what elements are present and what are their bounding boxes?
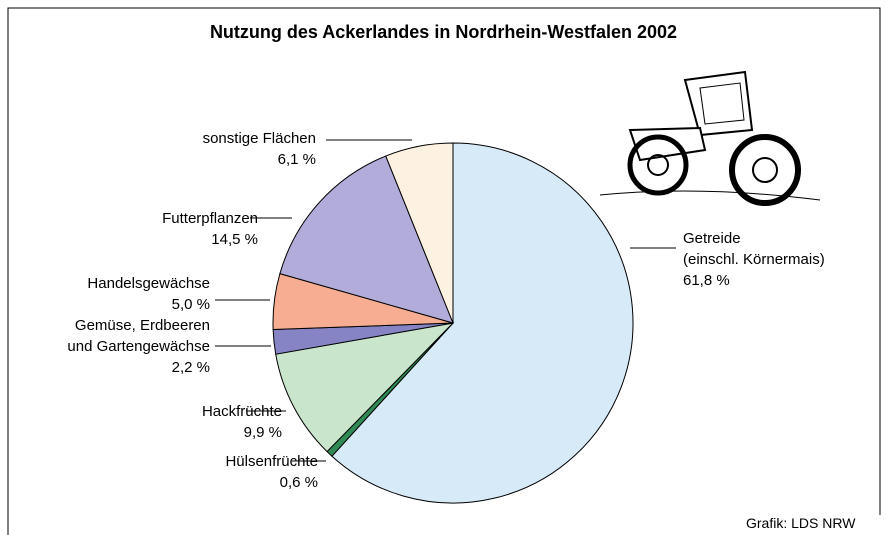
- value-label: 61,8 %: [683, 270, 825, 291]
- value-label: 2,2 %: [67, 357, 210, 378]
- source: Grafik: LDS NRW: [746, 515, 855, 531]
- tractor: [600, 72, 820, 203]
- page: Nutzung des Ackerlandes in Nordrhein-Wes…: [0, 0, 887, 535]
- slice-label: Getreide (einschl. Körnermais)61,8 %: [683, 228, 825, 291]
- chart-title: Nutzung des Ackerlandes in Nordrhein-Wes…: [0, 22, 887, 43]
- value-label: 0,6 %: [225, 472, 318, 493]
- value-label: 6,1 %: [203, 149, 316, 170]
- category-label: Handelsgewächse: [87, 273, 210, 294]
- category-label: Gemüse, Erdbeeren und Gartengewächse: [67, 315, 210, 357]
- category-label: Getreide (einschl. Körnermais): [683, 228, 825, 270]
- category-label: sonstige Flächen: [203, 128, 316, 149]
- category-label: Futterpflanzen: [162, 208, 258, 229]
- category-label: Hülsenfrüchte: [225, 451, 318, 472]
- value-label: 9,9 %: [202, 422, 282, 443]
- value-label: 14,5 %: [162, 229, 258, 250]
- category-label: Hackfrüchte: [202, 401, 282, 422]
- value-label: 5,0 %: [87, 294, 210, 315]
